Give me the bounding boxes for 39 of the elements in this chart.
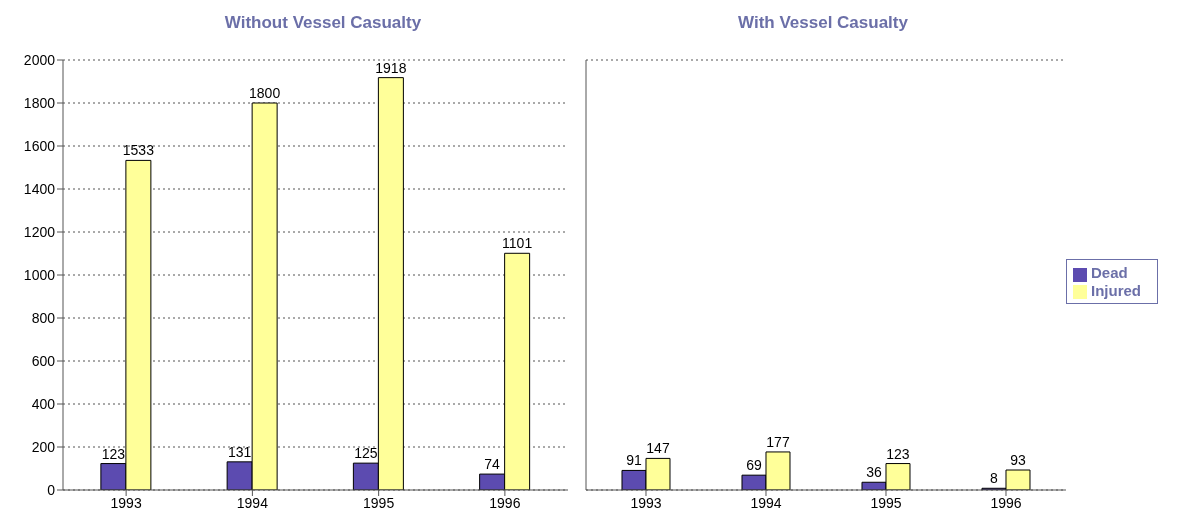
y-tick-label: 800 bbox=[31, 309, 56, 326]
legend-label: Injured bbox=[1090, 281, 1141, 299]
data-label: 69 bbox=[746, 457, 762, 474]
y-tick-label: 1000 bbox=[23, 266, 56, 283]
data-label: 123 bbox=[886, 445, 910, 462]
data-label: 93 bbox=[1010, 452, 1026, 469]
data-label: 125 bbox=[354, 445, 378, 462]
data-label: 177 bbox=[766, 433, 790, 450]
x-tick-label: 1995 bbox=[870, 494, 902, 511]
data-label: 1800 bbox=[249, 85, 281, 101]
y-tick-label: 200 bbox=[31, 438, 56, 455]
x-tick-label: 1996 bbox=[990, 494, 1022, 511]
data-label: 131 bbox=[227, 443, 252, 460]
legend-label: Dead bbox=[1090, 264, 1128, 282]
x-tick-label: 1994 bbox=[236, 494, 269, 511]
x-tick-label: 1994 bbox=[750, 494, 782, 511]
x-tick-label: 1996 bbox=[489, 494, 521, 511]
chart-title: Without Vessel Casualty bbox=[223, 12, 423, 34]
data-label: 74 bbox=[484, 456, 501, 473]
data-label: 1533 bbox=[122, 142, 155, 159]
y-tick-label: 1600 bbox=[23, 137, 56, 154]
y-tick-label: 600 bbox=[31, 352, 56, 369]
chart-title: With Vessel Casualty bbox=[737, 12, 909, 34]
y-tick-label: 1800 bbox=[23, 94, 56, 111]
x-tick-label: 1993 bbox=[110, 494, 142, 511]
data-label: 147 bbox=[646, 440, 670, 457]
data-label: 91 bbox=[626, 452, 642, 469]
y-tick-label: 1400 bbox=[23, 180, 56, 197]
data-label: 1101 bbox=[502, 235, 533, 252]
y-tick-label: 1200 bbox=[23, 223, 56, 240]
y-tick-label: 2000 bbox=[23, 51, 56, 68]
y-tick-label: 400 bbox=[31, 395, 56, 412]
x-tick-label: 1995 bbox=[363, 494, 395, 511]
data-label: 36 bbox=[866, 464, 882, 481]
data-label: 8 bbox=[990, 470, 999, 487]
y-tick-label: 0 bbox=[47, 481, 56, 498]
data-label: 1918 bbox=[375, 59, 407, 76]
x-tick-label: 1993 bbox=[630, 494, 662, 511]
data-label: 123 bbox=[101, 445, 126, 462]
